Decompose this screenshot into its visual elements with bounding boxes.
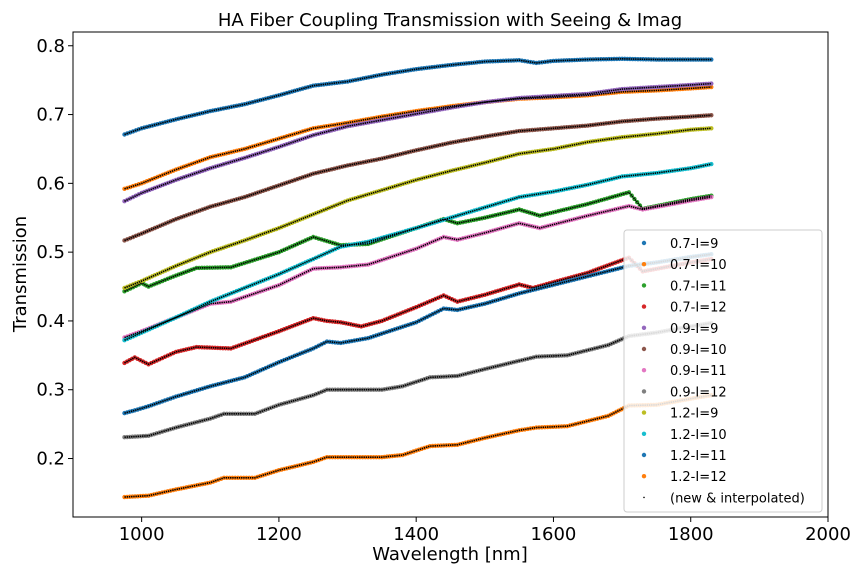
overlay-line [124, 114, 712, 242]
legend-box [623, 229, 823, 513]
axes: 1000 1200 1400 1600 1800 2000 0.2 0.3 0.4 0.5 0.6 0… [36, 36, 851, 545]
overlay-line [124, 163, 712, 341]
legend-marker [641, 452, 647, 458]
x-tick-label: 1000 [119, 524, 165, 545]
overlay-line [124, 394, 712, 498]
overlay-line [124, 196, 712, 339]
x-axis-label: Wavelength [nm] [372, 544, 528, 565]
legend-label: 0.9-I=11 [670, 364, 727, 379]
legend-marker [643, 496, 645, 499]
legend-marker [641, 474, 647, 479]
plot-area [122, 56, 714, 500]
legend-marker [641, 304, 647, 309]
legend-marker [641, 346, 647, 352]
legend-label: (new & interpolated) [670, 491, 805, 506]
y-tick-label: 0.6 [36, 173, 65, 194]
legend-label: 1.2-I=10 [670, 428, 727, 443]
y-tick-label: 0.2 [36, 449, 65, 470]
legend-marker [641, 262, 647, 267]
x-tick-label: 1600 [531, 524, 577, 545]
data-point [709, 81, 714, 86]
legend-label: 0.7-I=11 [670, 279, 727, 294]
legend-label: 0.9-I=12 [670, 385, 727, 400]
chart-title: HA Fiber Coupling Transmission with Seei… [218, 10, 682, 31]
legend-marker [641, 283, 647, 288]
overlay-line [124, 256, 712, 366]
overlay-line [124, 86, 712, 190]
x-tick-label: 1400 [393, 524, 439, 545]
overlay-line [124, 58, 712, 136]
legend-label: 0.7-I=10 [670, 258, 727, 273]
legend-marker [641, 240, 647, 246]
legend-label: 0.7-I=12 [670, 301, 727, 316]
x-tick-label: 1800 [668, 524, 714, 545]
legend-label: 1.2-I=11 [670, 449, 727, 464]
x-tick-label: 1200 [256, 524, 302, 545]
y-tick-label: 0.3 [36, 380, 65, 401]
legend-marker [641, 389, 647, 394]
overlay-line [124, 82, 712, 202]
y-tick-label: 0.5 [36, 242, 65, 263]
series-0.9-I=9 [122, 81, 714, 204]
plot-frame [72, 31, 829, 518]
series-0.7-I=9 [122, 56, 714, 137]
legend-label: 1.2-I=9 [670, 407, 718, 422]
legend-label: 0.9-I=10 [670, 343, 727, 358]
y-tick-label: 0.8 [36, 36, 65, 57]
overlay-line [124, 253, 712, 414]
overlay-series [124, 58, 712, 498]
y-axis-label: Transmission [10, 216, 31, 333]
x-tick-label: 2000 [805, 524, 851, 545]
overlay-line [124, 127, 712, 289]
legend-marker [641, 410, 647, 415]
y-tick-label: 0.7 [36, 105, 65, 126]
legend: 0.7-I=9 0.7-I=10 0.7-I=11 0.7-I=12 0.9-I=9 0.… [623, 229, 823, 513]
legend-marker [641, 325, 647, 330]
legend-marker [641, 431, 647, 436]
data-point [709, 126, 714, 131]
legend-label: 1.2-I=12 [670, 470, 727, 485]
y-tick-label: 0.4 [36, 311, 65, 332]
overlay-line [124, 322, 712, 438]
legend-label: 0.7-I=9 [670, 237, 718, 252]
legend-label: 0.9-I=9 [670, 322, 718, 337]
legend-marker [641, 368, 647, 373]
